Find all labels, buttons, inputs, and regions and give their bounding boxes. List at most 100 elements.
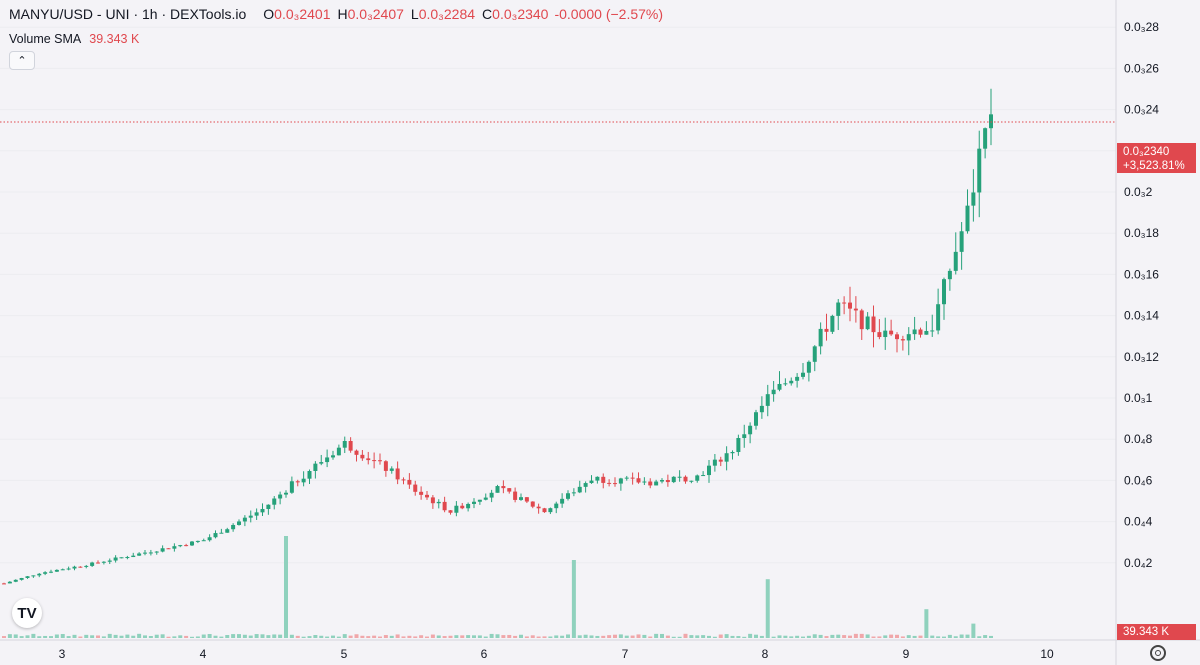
- candle-body: [425, 494, 429, 498]
- candle-body: [624, 477, 629, 479]
- volume-bar: [865, 634, 870, 638]
- candle-body: [900, 339, 905, 341]
- candle-body: [125, 557, 130, 559]
- last-price-badge: 0.0₃2340 +3,523.81%: [1117, 143, 1196, 173]
- candle-body: [836, 302, 841, 316]
- price-tick-label: 0.0₄8: [1124, 432, 1153, 446]
- candle-body: [583, 483, 588, 487]
- candle-body: [101, 561, 106, 563]
- volume-bar: [37, 636, 42, 638]
- volume-bar: [13, 634, 18, 638]
- candle-body: [671, 476, 676, 483]
- last-price-change: +3,523.81%: [1123, 160, 1185, 172]
- price-tick-label: 0.0₃12: [1124, 350, 1159, 364]
- candle-body: [824, 328, 829, 332]
- candle-body: [648, 481, 653, 486]
- tradingview-logo[interactable]: TV: [12, 598, 42, 628]
- candle-body: [536, 506, 541, 509]
- candle-body: [272, 498, 277, 505]
- candle-body: [630, 477, 635, 479]
- gear-icon[interactable]: [1150, 645, 1166, 661]
- candle-body: [971, 192, 976, 206]
- volume-bar: [190, 636, 194, 638]
- logo-text: TV: [17, 604, 37, 622]
- candle-body: [348, 440, 353, 451]
- volume-bar: [401, 636, 406, 638]
- candle-body: [589, 480, 594, 484]
- open-key: O: [263, 6, 275, 22]
- volume-bar: [383, 635, 388, 638]
- candle-body: [712, 459, 717, 466]
- candle-body: [113, 557, 118, 561]
- volume-bar: [701, 635, 706, 638]
- candle-body: [25, 576, 30, 579]
- candle-body: [730, 452, 735, 454]
- volume-bar: [319, 635, 324, 638]
- candle-body: [495, 486, 500, 493]
- candle-body: [530, 501, 535, 507]
- volume-bar: [883, 635, 888, 638]
- volume-bar: [983, 635, 988, 638]
- volume-bar: [49, 636, 53, 638]
- volume-bar: [31, 633, 36, 638]
- volume-bar: [918, 635, 923, 638]
- candle-body: [742, 434, 747, 439]
- volume-bar: [712, 636, 717, 638]
- volume-bar: [331, 635, 335, 638]
- volume-bar: [595, 635, 600, 638]
- volume-bar: [278, 634, 283, 638]
- candle-body: [454, 505, 459, 513]
- candle-body: [959, 231, 964, 252]
- volume-bar: [707, 635, 711, 638]
- candle-body: [906, 334, 911, 341]
- gridlines: [0, 0, 1116, 563]
- volume-bar: [830, 634, 835, 638]
- candle-body: [513, 491, 518, 500]
- candle-body: [695, 475, 700, 481]
- price-tick-label: 0.0₃2: [1124, 185, 1153, 199]
- candle-body: [460, 505, 465, 509]
- candle-body: [789, 380, 794, 384]
- candle-body: [336, 447, 341, 456]
- candle-body: [301, 478, 306, 483]
- candle-body: [436, 501, 441, 504]
- volume-bar: [783, 635, 788, 638]
- candle-body: [977, 148, 982, 193]
- volume-bar: [665, 635, 670, 638]
- volume-bar: [248, 635, 253, 638]
- candle-body: [413, 484, 418, 492]
- candle-body: [472, 501, 476, 504]
- volume-bar: [812, 634, 817, 638]
- candle-body: [759, 405, 764, 413]
- candle-body: [178, 545, 183, 547]
- volume-bar: [736, 636, 741, 638]
- volume-bar: [560, 635, 565, 638]
- candle-body: [231, 524, 236, 530]
- candle-body: [366, 458, 371, 461]
- candle-body: [601, 476, 606, 483]
- volume-bar: [924, 609, 929, 638]
- candle-body: [748, 425, 753, 435]
- volume-bar: [90, 635, 95, 638]
- volume-bar: [266, 635, 271, 638]
- collapse-legend-button[interactable]: ⌃: [9, 51, 35, 70]
- volume-bar: [818, 634, 823, 638]
- symbol-title: MANYU/USD - UNI · 1h · DEXTools.io: [9, 6, 247, 22]
- volume-bar: [542, 636, 547, 638]
- volume-bar: [54, 634, 59, 638]
- candle-body: [489, 492, 494, 498]
- candle-body: [7, 581, 12, 584]
- volume-bar: [489, 633, 494, 638]
- candle-body: [119, 557, 124, 559]
- volume-bar: [548, 636, 553, 638]
- volume-bar: [795, 635, 800, 638]
- candle-body: [213, 533, 218, 538]
- volume-bar: [96, 635, 100, 638]
- volume-legend: Volume SMA 39.343 K: [9, 32, 139, 46]
- candle-body: [430, 497, 435, 504]
- volume-bar: [677, 636, 682, 638]
- candle-body: [942, 279, 946, 305]
- candle-body: [43, 572, 48, 574]
- candle-body: [195, 540, 200, 542]
